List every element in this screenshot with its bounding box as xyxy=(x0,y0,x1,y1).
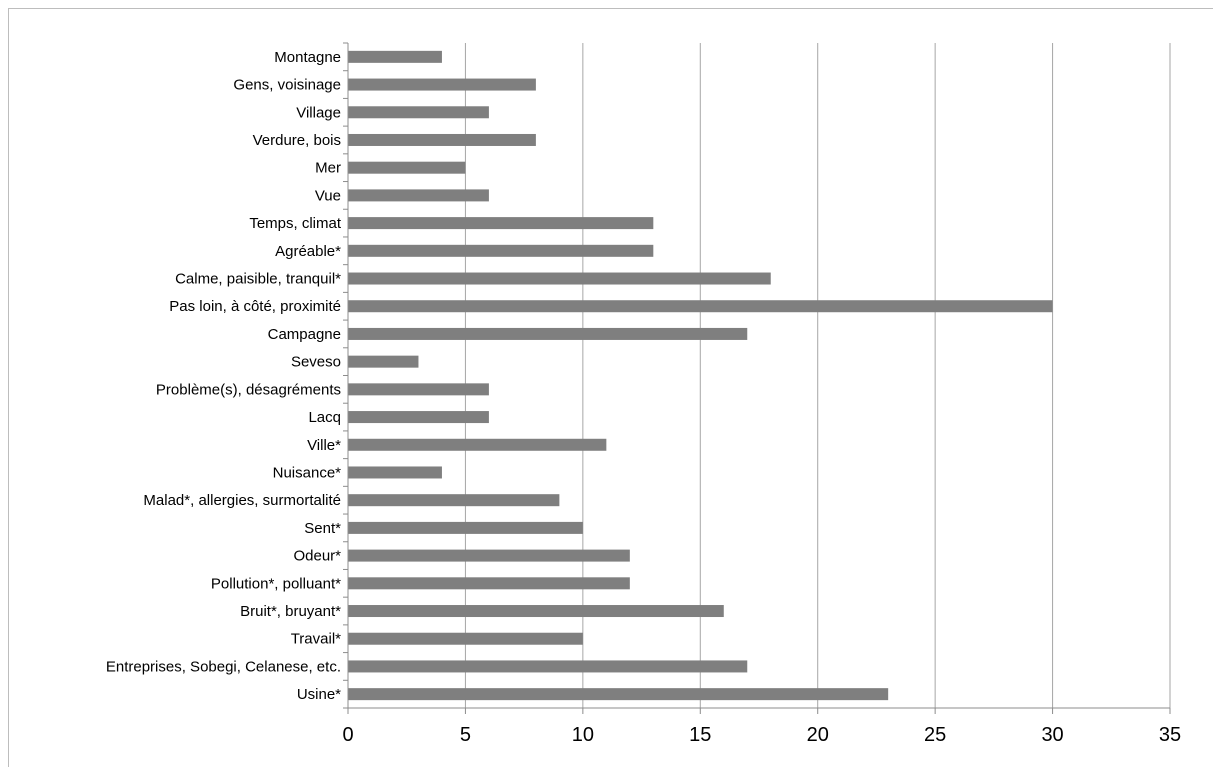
category-label: Bruit*, bruyant* xyxy=(240,603,341,620)
bar xyxy=(348,244,654,257)
bar xyxy=(348,300,1053,313)
category-label: Odeur* xyxy=(293,548,341,565)
category-label: Malad*, allergies, surmortalité xyxy=(143,492,341,509)
x-tick-label: 20 xyxy=(807,724,829,746)
category-label: Pas loin, à côté, proximité xyxy=(169,298,341,315)
category-labels: Montagne Gens, voisinage Village Verdure, b… xyxy=(106,49,342,703)
bar xyxy=(348,327,748,340)
category-label: Seveso xyxy=(291,354,341,371)
bar xyxy=(348,189,489,202)
bar xyxy=(348,660,748,673)
bars xyxy=(348,50,1053,701)
category-label: Nuisance* xyxy=(273,464,342,481)
category-label: Verdure, bois xyxy=(253,132,341,149)
bar xyxy=(348,355,419,368)
x-tick-label: 25 xyxy=(924,724,946,746)
category-label: Problème(s), désagréments xyxy=(156,381,341,398)
x-tick-label: 35 xyxy=(1159,724,1181,746)
axes xyxy=(343,42,1171,714)
category-label: Usine* xyxy=(297,686,341,703)
x-tick-label: 30 xyxy=(1041,724,1063,746)
category-label: Travail* xyxy=(291,631,341,648)
bar xyxy=(348,133,536,146)
bar xyxy=(348,549,630,562)
bar xyxy=(348,78,536,91)
bar xyxy=(348,161,466,174)
category-label: Campagne xyxy=(268,326,341,343)
bar xyxy=(348,438,607,451)
category-label: Montagne xyxy=(274,49,341,66)
category-label: Pollution*, polluant* xyxy=(211,575,341,592)
bar xyxy=(348,688,889,701)
bar xyxy=(348,50,442,63)
category-label: Gens, voisinage xyxy=(233,77,341,94)
bar xyxy=(348,106,489,119)
bar xyxy=(348,521,583,534)
bar xyxy=(348,605,724,618)
category-label: Sent* xyxy=(304,520,341,537)
category-label: Entreprises, Sobegi, Celanese, etc. xyxy=(106,658,341,675)
category-label: Vue xyxy=(315,187,341,204)
x-tick-label: 5 xyxy=(460,724,471,746)
chart-frame xyxy=(8,8,1213,767)
tick-labels: 0 5 10 15 20 25 30 35 xyxy=(342,724,1181,746)
category-label: Ville* xyxy=(307,437,341,454)
x-tick-label: 15 xyxy=(689,724,711,746)
gridlines xyxy=(464,43,1171,708)
bar xyxy=(348,632,583,645)
category-label: Agréable* xyxy=(275,243,341,260)
category-label: Village xyxy=(296,104,341,121)
category-label: Mer xyxy=(315,160,341,177)
x-tick-label: 0 xyxy=(342,724,353,746)
category-label: Lacq xyxy=(308,409,341,426)
bar xyxy=(348,411,489,424)
category-label: Calme, paisible, tranquil* xyxy=(175,271,341,288)
bar xyxy=(348,466,442,479)
bar xyxy=(348,217,654,230)
bar xyxy=(348,494,560,507)
bar xyxy=(348,272,771,285)
bar xyxy=(348,383,489,396)
bar xyxy=(348,577,630,590)
category-label: Temps, climat xyxy=(249,215,342,232)
x-tick-label: 10 xyxy=(572,724,594,746)
